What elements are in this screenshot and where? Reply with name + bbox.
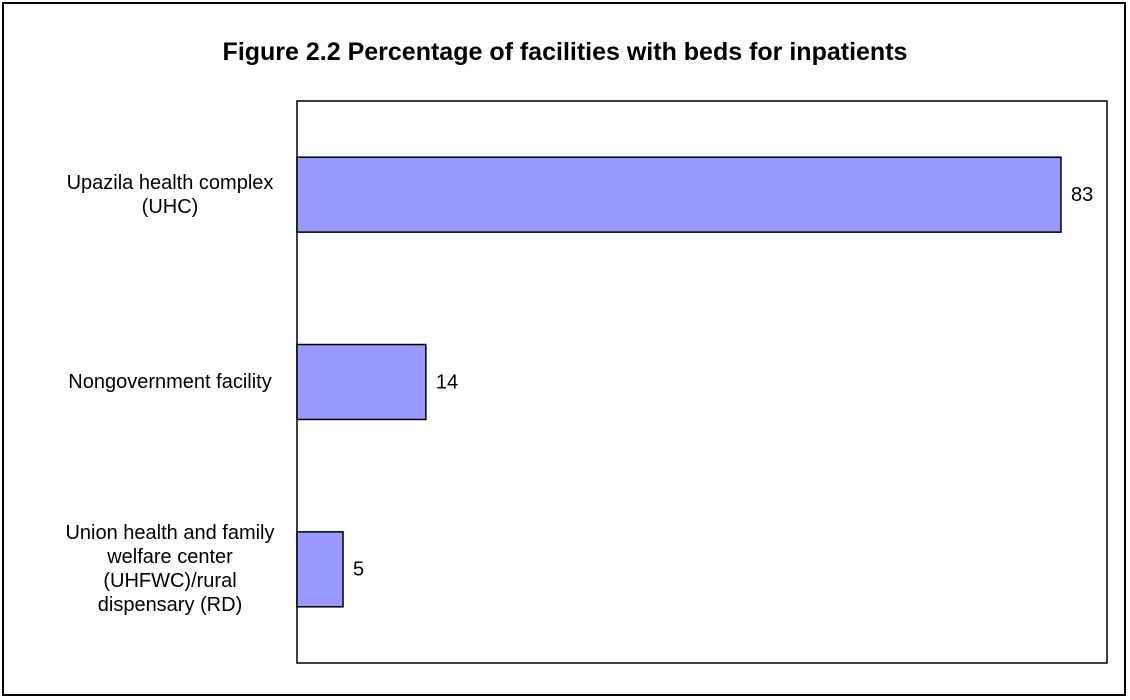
bar xyxy=(296,156,1062,233)
chart-title: Figure 2.2 Percentage of facilities with… xyxy=(222,38,908,66)
category-label: Upazila health complex (UHC) xyxy=(66,171,274,218)
bar xyxy=(296,343,427,421)
value-label: 83 xyxy=(1071,184,1093,206)
value-label: 14 xyxy=(436,371,458,393)
category-label: Nongovernment facility xyxy=(68,371,272,393)
bar xyxy=(296,531,344,608)
value-label: 5 xyxy=(353,559,364,581)
category-label: Union health and family welfare center (… xyxy=(65,522,275,617)
